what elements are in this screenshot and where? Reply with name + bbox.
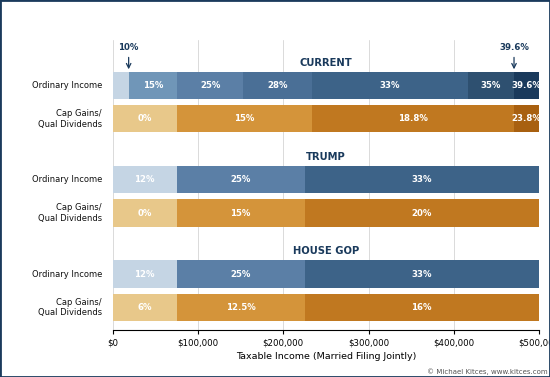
Text: 12%: 12% xyxy=(134,270,155,279)
Bar xyxy=(514,72,539,99)
Bar xyxy=(468,72,514,99)
Bar xyxy=(312,105,514,132)
Text: 25%: 25% xyxy=(230,175,251,184)
Text: CURRENT: CURRENT xyxy=(300,58,352,68)
Text: Ordinary Income: Ordinary Income xyxy=(32,81,102,90)
Text: Ordinary Income: Ordinary Income xyxy=(32,270,102,279)
Text: 12%: 12% xyxy=(134,175,155,184)
Text: 18.8%: 18.8% xyxy=(398,114,428,123)
Text: 6%: 6% xyxy=(138,303,152,312)
Text: 33%: 33% xyxy=(411,175,432,184)
Bar xyxy=(113,199,177,227)
Text: 33%: 33% xyxy=(379,81,400,90)
Text: Cap Gains/
Qual Dividends: Cap Gains/ Qual Dividends xyxy=(38,109,102,129)
Text: 15%: 15% xyxy=(143,81,163,90)
X-axis label: Taxable Income (Married Filing Jointly): Taxable Income (Married Filing Jointly) xyxy=(236,352,416,361)
Text: 16%: 16% xyxy=(411,303,432,312)
Bar xyxy=(305,261,539,288)
Bar xyxy=(514,105,539,132)
Text: 15%: 15% xyxy=(234,114,255,123)
Bar xyxy=(305,166,539,193)
Text: TRUMP: TRUMP xyxy=(306,152,346,162)
Text: 20%: 20% xyxy=(411,208,432,218)
Bar xyxy=(243,72,312,99)
Text: 35%: 35% xyxy=(481,81,501,90)
Text: 39.6%: 39.6% xyxy=(499,43,529,68)
Text: 25%: 25% xyxy=(230,270,251,279)
Bar xyxy=(177,294,305,321)
Text: 28%: 28% xyxy=(267,81,288,90)
Text: Ordinary Income: Ordinary Income xyxy=(32,175,102,184)
Text: PROPOSED 2017 CAPITAL GAINS RATES (AND QUALIFIED DIVIDENDS): PROPOSED 2017 CAPITAL GAINS RATES (AND Q… xyxy=(65,12,485,22)
Bar xyxy=(113,294,177,321)
Bar xyxy=(113,105,178,132)
Bar xyxy=(305,294,539,321)
Text: 33%: 33% xyxy=(411,270,432,279)
Text: 0%: 0% xyxy=(138,114,152,123)
Text: 0%: 0% xyxy=(138,208,152,218)
Bar xyxy=(305,199,539,227)
Text: Cap Gains/
Qual Dividends: Cap Gains/ Qual Dividends xyxy=(38,297,102,317)
Bar xyxy=(113,72,129,99)
Text: 23.8%: 23.8% xyxy=(512,114,541,123)
Bar xyxy=(178,105,312,132)
Text: 15%: 15% xyxy=(230,208,251,218)
Text: 12.5%: 12.5% xyxy=(226,303,256,312)
Text: © Michael Kitces, www.kitces.com: © Michael Kitces, www.kitces.com xyxy=(427,368,547,375)
Bar xyxy=(177,261,305,288)
Text: 39.6%: 39.6% xyxy=(512,81,541,90)
Bar xyxy=(129,72,178,99)
Bar xyxy=(177,199,305,227)
Text: Cap Gains/
Qual Dividends: Cap Gains/ Qual Dividends xyxy=(38,203,102,223)
Bar xyxy=(113,166,177,193)
Bar xyxy=(113,261,177,288)
Text: 25%: 25% xyxy=(200,81,221,90)
Bar xyxy=(177,166,305,193)
Text: 10%: 10% xyxy=(118,43,139,68)
Bar xyxy=(178,72,243,99)
Bar xyxy=(312,72,468,99)
Text: HOUSE GOP: HOUSE GOP xyxy=(293,247,359,256)
